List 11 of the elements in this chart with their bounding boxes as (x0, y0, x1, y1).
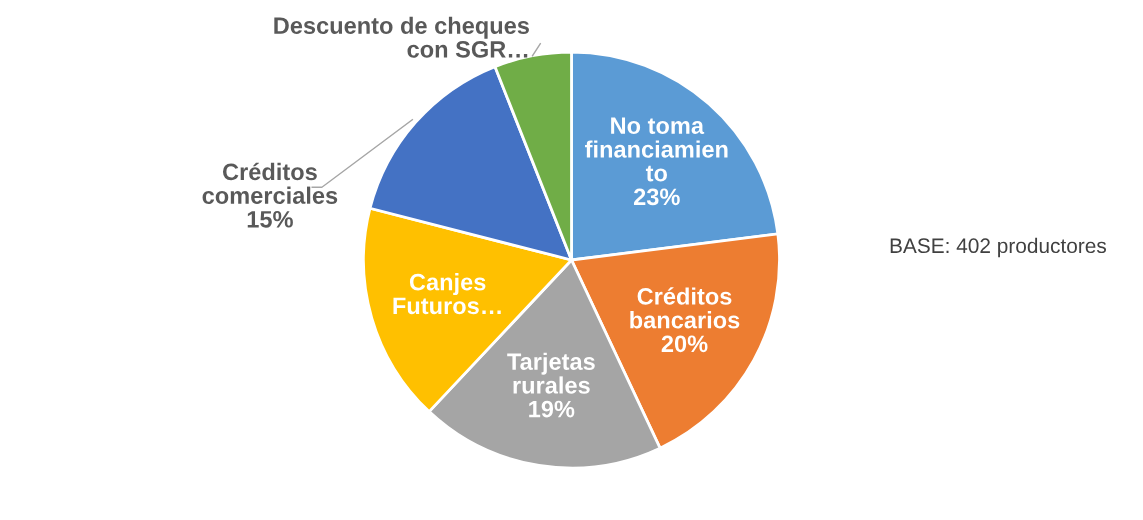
data-label: 23% (633, 188, 680, 206)
slice-label: Créditos comerciales (202, 162, 338, 204)
slice-label: Canjes Futuros… (393, 273, 501, 315)
data-label: 19% (529, 400, 575, 418)
slice-label: Descuento de cheques con SGR… (274, 16, 529, 58)
slice-label: Tarjetas rurales (507, 352, 595, 394)
data-label: 20% (661, 335, 708, 353)
slice-label: No toma financiamien to (585, 117, 728, 182)
data-label: 15% (247, 211, 293, 228)
text: BASE: 402 productores (890, 237, 1107, 258)
slice-label: Créditos bancarios (630, 287, 740, 329)
